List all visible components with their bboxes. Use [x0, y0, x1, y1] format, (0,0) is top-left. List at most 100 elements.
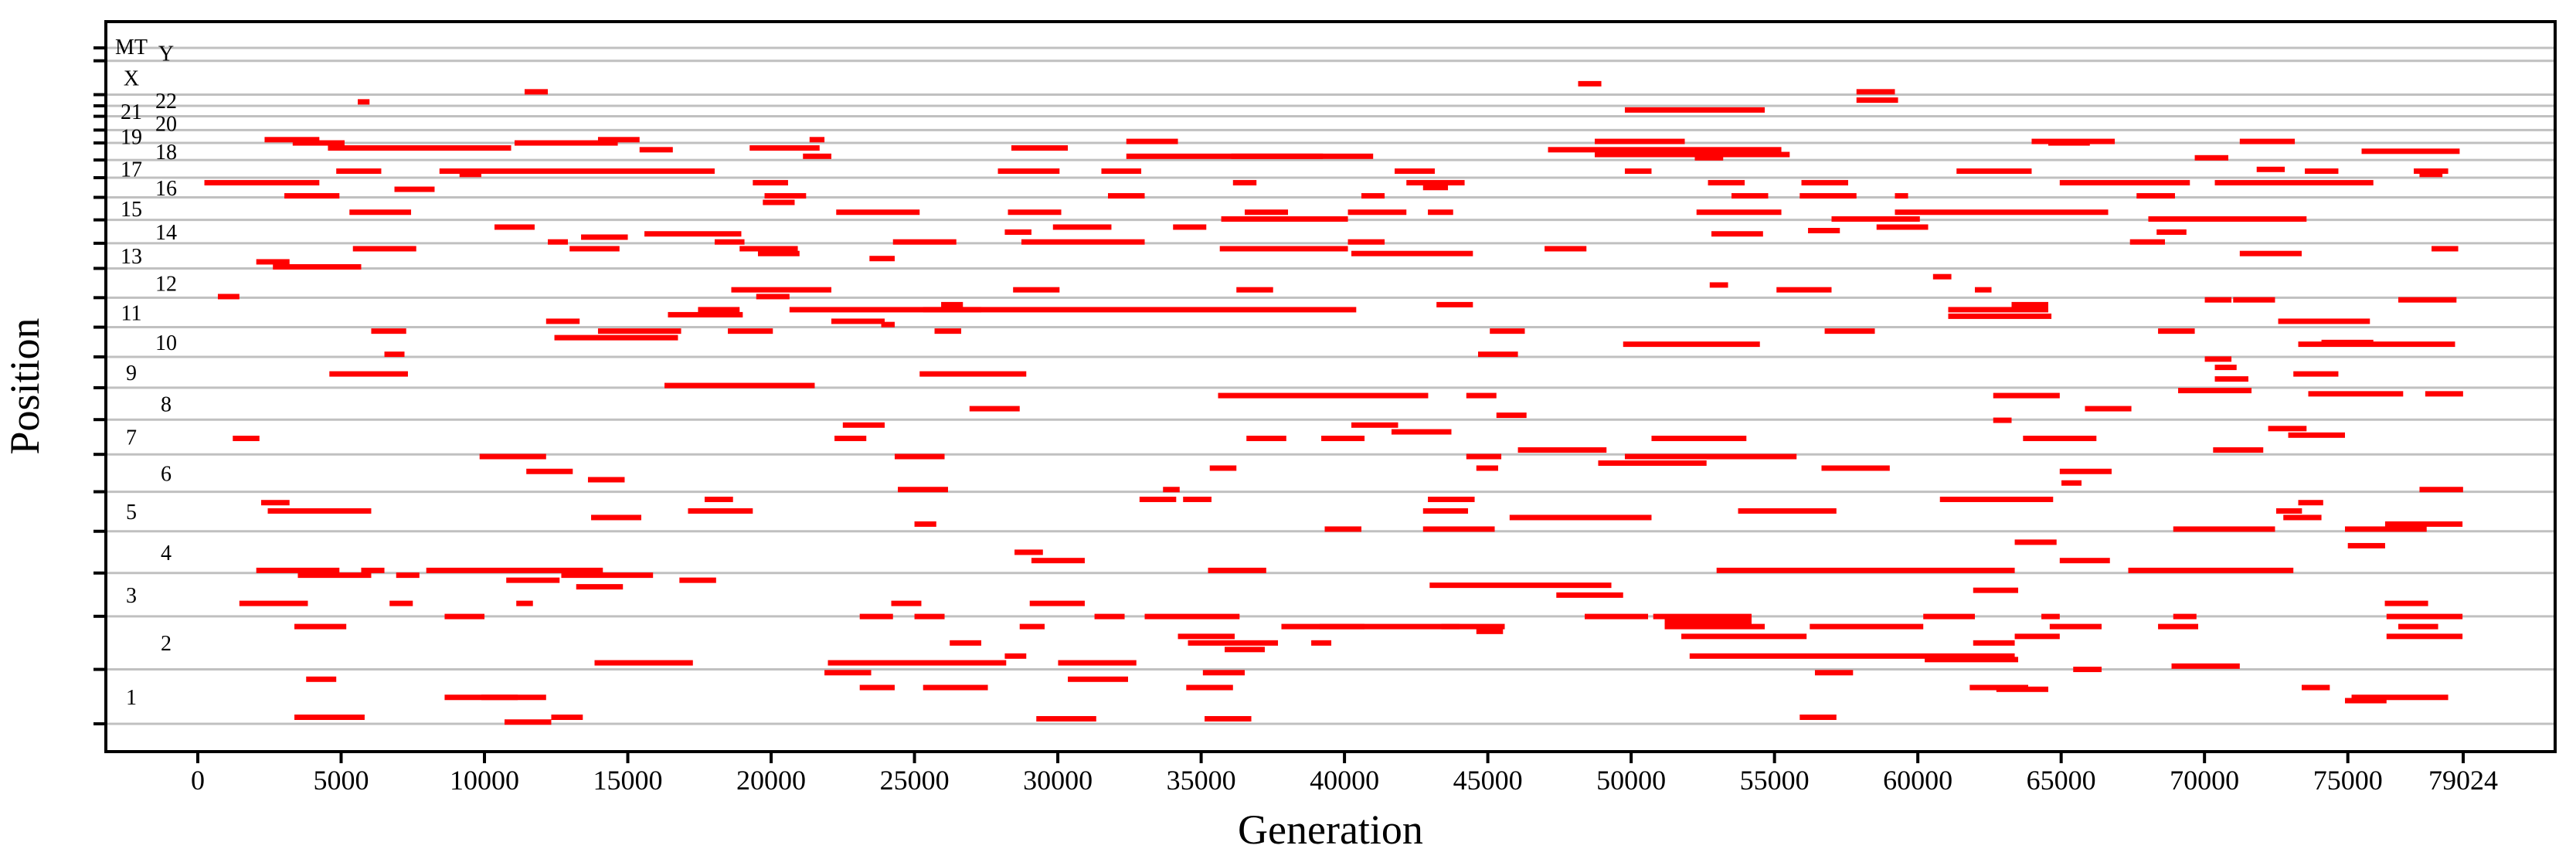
segment: [923, 307, 982, 313]
segment: [2278, 318, 2370, 324]
segment: [1694, 154, 1724, 161]
segment: [1004, 653, 1027, 659]
segment: [1209, 465, 1237, 471]
segment: [764, 193, 807, 199]
segment: [1595, 151, 1790, 158]
segment: [349, 209, 412, 216]
segment: [2425, 391, 2463, 397]
segment: [1548, 147, 1782, 153]
segment: [1221, 216, 1348, 222]
chromosome-label: 21: [121, 100, 142, 124]
segment: [1202, 670, 1245, 676]
segment: [1973, 640, 2015, 646]
segment: [1208, 567, 1266, 573]
segment: [881, 321, 895, 328]
segment: [2214, 180, 2374, 186]
segment: [1689, 653, 2015, 659]
segment: [2344, 526, 2427, 532]
segment: [2344, 698, 2387, 704]
segment: [561, 572, 654, 579]
segment: [256, 259, 290, 265]
segment: [891, 600, 922, 606]
chromosome-label: 17: [121, 158, 142, 182]
segment: [1094, 613, 1125, 620]
segment: [1395, 168, 1435, 175]
segment: [1281, 623, 1460, 630]
segment: [997, 168, 1060, 175]
segment: [352, 246, 416, 252]
segment: [2398, 623, 2438, 630]
x-tick-label: 0: [191, 765, 205, 796]
segment: [2233, 297, 2275, 303]
chromosome-label: 3: [126, 584, 137, 608]
segment: [1068, 676, 1128, 682]
x-tick-label: 30000: [1023, 765, 1093, 796]
segment: [587, 477, 625, 483]
chromosome-label: 9: [126, 362, 137, 385]
segment: [2214, 365, 2237, 371]
segment: [1653, 613, 1752, 620]
segment: [1036, 715, 1096, 721]
segment: [1856, 89, 1895, 95]
segment: [1244, 209, 1289, 216]
segment: [1351, 422, 1398, 428]
segment: [1058, 660, 1137, 666]
segment: [516, 600, 533, 606]
segment: [2214, 376, 2248, 382]
segment: [217, 294, 240, 300]
segment: [2049, 623, 2102, 630]
chromosome-label: 18: [155, 141, 177, 165]
segment: [1624, 453, 1797, 460]
segment: [444, 613, 485, 620]
segment: [919, 371, 1027, 377]
segment: [1709, 282, 1728, 288]
segment: [1188, 640, 1279, 646]
chromosome-label: 14: [155, 221, 177, 245]
segment: [591, 514, 641, 521]
segment: [644, 231, 742, 237]
segment: [1466, 453, 1502, 460]
segment: [294, 623, 347, 630]
segment: [328, 145, 511, 151]
segment: [1799, 193, 1857, 199]
segment: [2361, 148, 2460, 154]
segment: [1664, 623, 1765, 630]
segment: [2136, 193, 2175, 199]
segment: [728, 328, 773, 334]
segment: [2128, 567, 2294, 573]
segment: [1219, 246, 1348, 252]
x-tick-label: 50000: [1596, 765, 1666, 796]
segment: [1716, 567, 2015, 573]
segment: [1831, 216, 1920, 222]
segment: [1681, 633, 1807, 640]
segment: [664, 382, 815, 389]
segment: [2293, 371, 2339, 377]
segment: [581, 234, 628, 240]
segment: [389, 600, 413, 606]
segment: [1218, 392, 1429, 399]
segment: [2014, 633, 2060, 640]
segment: [1236, 287, 1273, 293]
x-tick-label: 70000: [2170, 765, 2239, 796]
segment: [267, 508, 372, 514]
segment: [1011, 145, 1069, 151]
segment: [1956, 168, 2032, 175]
segment: [1545, 246, 1587, 252]
segment: [1052, 224, 1112, 230]
y-axis-title: Position: [2, 317, 48, 454]
chromosome-label: 2: [161, 632, 172, 656]
segment: [554, 334, 678, 341]
segment: [1232, 180, 1257, 186]
x-tick-label: 65000: [2027, 765, 2096, 796]
segment: [894, 453, 945, 460]
segment: [1932, 273, 1952, 280]
x-tick-label: 40000: [1310, 765, 1379, 796]
segment: [1246, 436, 1286, 442]
segment: [2194, 154, 2228, 161]
segment: [1311, 640, 1332, 646]
segment: [569, 246, 620, 252]
x-tick-label: 5000: [314, 765, 369, 796]
segment: [1799, 715, 1837, 721]
segment: [2298, 341, 2455, 348]
